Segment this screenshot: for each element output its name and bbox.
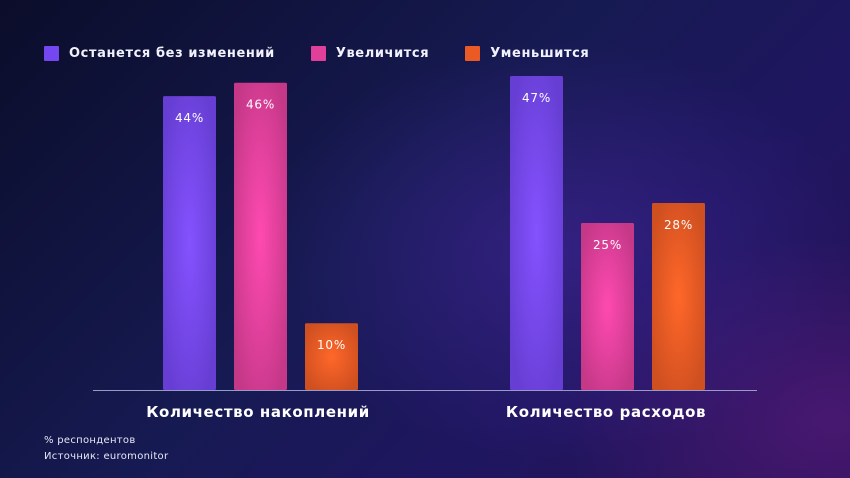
chart-notes: % респондентов Источник: euromonitor	[44, 433, 168, 465]
legend-swatch-decrease	[465, 45, 481, 61]
legend-item-increase: Увеличится	[310, 45, 430, 61]
legend-label-decrease: Уменьшится	[490, 45, 590, 61]
source-note: Источник: euromonitor	[44, 451, 169, 462]
legend-item-unchanged: Останется без изменений	[44, 45, 275, 61]
unit-note: % респондентов	[44, 435, 136, 446]
legend-item-decrease: Уменьшится	[465, 45, 590, 61]
bar-value-label: 10%	[317, 338, 346, 352]
bar-increase-2	[581, 223, 634, 390]
bar-unchanged-1	[163, 96, 216, 390]
bar-decrease-2	[652, 202, 705, 390]
legend-label-unchanged: Останется без изменений	[69, 45, 275, 61]
bar-unchanged-2	[510, 76, 563, 390]
legend-label-increase: Увеличится	[335, 45, 430, 61]
bar-value-label: 47%	[522, 91, 551, 105]
bar-decrease-1	[305, 323, 358, 390]
bar-value-label: 46%	[246, 98, 275, 112]
bar-value-label: 44%	[175, 111, 204, 125]
category-label: Количество расходов	[506, 403, 706, 421]
category-label: Количество накоплений	[146, 403, 370, 421]
bar-value-label: 28%	[664, 218, 693, 232]
legend-swatch-increase	[310, 45, 326, 61]
chart-legend: Останется без изменений Увеличится Умень…	[44, 43, 625, 63]
legend-swatch-unchanged	[44, 45, 59, 61]
bar-increase-1	[234, 82, 287, 390]
bar-value-label: 25%	[593, 238, 622, 252]
